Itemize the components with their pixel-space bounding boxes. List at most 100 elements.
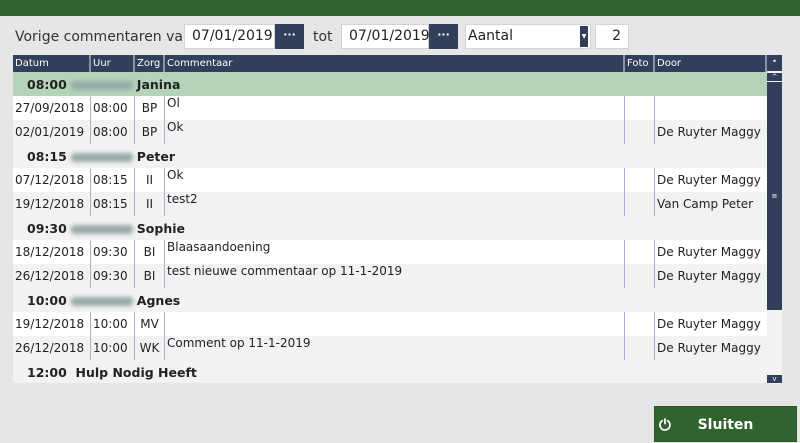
group-time: 08:15 [27, 149, 67, 164]
cell-uur: 08:15 [91, 192, 135, 216]
count-input[interactable]: 2 [595, 24, 629, 49]
cell-foto [625, 192, 655, 216]
cell-door: De Ruyter Maggy [657, 341, 761, 355]
cell-door: De Ruyter Maggy [657, 125, 761, 139]
title-bar [0, 0, 800, 16]
power-icon: ⏻ [659, 416, 671, 434]
table-row[interactable]: 07/12/2018 08:15 II Ok De Ruyter Maggy [13, 168, 767, 192]
cell-door: Van Camp Peter [657, 197, 754, 211]
cell-zorg: BP [135, 120, 165, 144]
redacted-name [70, 81, 133, 90]
from-label: Vorige commentaren van [15, 29, 192, 45]
cell-foto [625, 264, 655, 288]
scroll-top-button[interactable]: • [767, 55, 782, 71]
cell-commentaar: Ok [165, 168, 625, 192]
scroll-up-icon[interactable]: ^ [767, 73, 782, 81]
cell-zorg: II [135, 168, 165, 192]
column-header-zorg[interactable]: Zorg [135, 55, 165, 72]
cell-foto [625, 96, 655, 120]
date-from-picker-button[interactable]: ··· [275, 24, 304, 49]
redacted-name [70, 297, 133, 306]
cell-uur: 08:00 [91, 96, 135, 120]
group-row[interactable]: 08:15 Peter [13, 144, 767, 168]
cell-commentaar: Ol [165, 96, 625, 120]
table-row[interactable]: 19/12/2018 10:00 MV De Ruyter Maggy [13, 312, 767, 336]
group-row[interactable]: 09:30 Sophie [13, 216, 767, 240]
mode-value: Aantal [468, 28, 513, 44]
cell-foto [625, 168, 655, 192]
column-header-door[interactable]: Door [655, 55, 767, 72]
date-to-input[interactable]: 07/01/2019 [341, 24, 430, 49]
cell-foto [625, 336, 655, 360]
column-header-foto[interactable]: Foto [625, 55, 655, 72]
cell-datum: 19/12/2018 [13, 312, 91, 336]
cell-uur: 08:00 [91, 120, 135, 144]
column-header-commentaar[interactable]: Commentaar [165, 55, 625, 72]
group-time: 08:00 [27, 77, 67, 92]
scroll-down-icon[interactable]: v [767, 375, 782, 383]
cell-foto [625, 312, 655, 336]
cell-commentaar: Blaasaandoening [165, 240, 625, 264]
cell-zorg: MV [135, 312, 165, 336]
date-from-input[interactable]: 07/01/2019 [184, 24, 275, 49]
group-row[interactable]: 12:00 Hulp Nodig Heeft [13, 360, 767, 383]
close-button[interactable]: ⏻ Sluiten [654, 406, 797, 442]
scroll-thumb[interactable]: ≡ [767, 82, 782, 310]
mode-select[interactable]: Aantal ▼ [465, 24, 591, 49]
cell-uur: 09:30 [91, 240, 135, 264]
chevron-down-icon[interactable]: ▼ [580, 26, 588, 47]
cell-commentaar: Comment op 11-1-2019 [165, 336, 625, 360]
cell-door: De Ruyter Maggy [657, 245, 761, 259]
scrollbar[interactable]: • ^ ≡ v [767, 55, 782, 384]
table-row[interactable]: 26/12/2018 09:30 BI test nieuwe commentaar … [13, 264, 767, 288]
comments-table: Datum Uur Zorg Commentaar Foto Door 08:00 Janin… [13, 55, 767, 383]
group-name: Janina [136, 77, 181, 92]
cell-zorg: BI [135, 264, 165, 288]
cell-commentaar: test nieuwe commentaar op 11-1-2019 [165, 264, 625, 288]
cell-door: De Ruyter Maggy [657, 317, 761, 331]
table-row[interactable]: 19/12/2018 08:15 II test2 Van Camp Peter [13, 192, 767, 216]
cell-door [655, 96, 767, 120]
table-row[interactable]: 18/12/2018 09:30 BI Blaasaandoening De Ruyte… [13, 240, 767, 264]
group-name: Agnes [136, 293, 181, 308]
cell-datum: 26/12/2018 [13, 336, 91, 360]
cell-commentaar [165, 312, 625, 336]
cell-zorg: II [135, 192, 165, 216]
cell-uur: 09:30 [91, 264, 135, 288]
cell-door: De Ruyter Maggy [657, 173, 761, 187]
column-header-uur[interactable]: Uur [91, 55, 135, 72]
table-row[interactable]: 27/09/2018 08:00 BP Ol [13, 96, 767, 120]
group-time: 09:30 [27, 221, 67, 236]
cell-door: De Ruyter Maggy [657, 269, 761, 283]
group-row[interactable]: 10:00 Agnes [13, 288, 767, 312]
cell-datum: 27/09/2018 [13, 96, 91, 120]
cell-datum: 07/12/2018 [13, 168, 91, 192]
group-row[interactable]: 08:00 Janina [13, 72, 767, 96]
table-row[interactable]: 26/12/2018 10:00 WK Comment op 11-1-2019 De … [13, 336, 767, 360]
cell-commentaar: Ok [165, 120, 625, 144]
close-label: Sluiten [697, 417, 754, 433]
cell-zorg: BI [135, 240, 165, 264]
table-row[interactable]: 02/01/2019 08:00 BP Ok De Ruyter Maggy [13, 120, 767, 144]
cell-zorg: BP [135, 96, 165, 120]
group-name: Peter [136, 149, 176, 164]
cell-datum: 19/12/2018 [13, 192, 91, 216]
cell-zorg: WK [135, 336, 165, 360]
cell-foto [625, 120, 655, 144]
cell-datum: 02/01/2019 [13, 120, 91, 144]
column-header-datum[interactable]: Datum [13, 55, 91, 72]
cell-commentaar: test2 [165, 192, 625, 216]
cell-foto [625, 240, 655, 264]
redacted-name [70, 225, 133, 234]
group-name: Hulp Nodig Heeft [75, 365, 197, 380]
cell-datum: 26/12/2018 [13, 264, 91, 288]
group-name: Sophie [136, 221, 185, 236]
date-to-picker-button[interactable]: ··· [429, 24, 458, 49]
redacted-name [70, 153, 133, 162]
group-time: 10:00 [27, 293, 67, 308]
to-label: tot [313, 29, 333, 45]
cell-uur: 08:15 [91, 168, 135, 192]
cell-uur: 10:00 [91, 312, 135, 336]
cell-uur: 10:00 [91, 336, 135, 360]
cell-datum: 18/12/2018 [13, 240, 91, 264]
